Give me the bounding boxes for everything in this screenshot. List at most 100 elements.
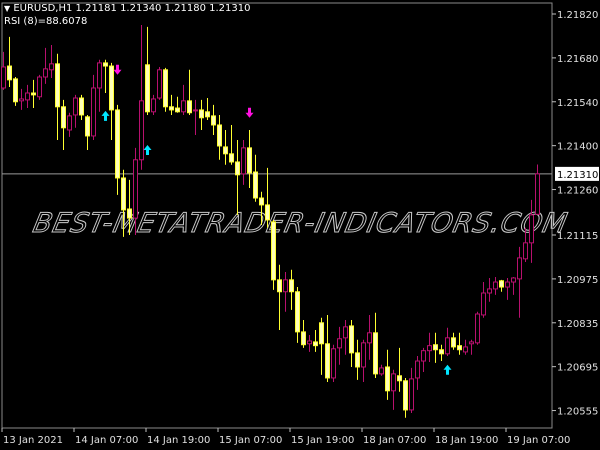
candle[interactable] <box>313 329 318 352</box>
candle[interactable] <box>487 277 492 302</box>
candle[interactable] <box>163 67 168 112</box>
plot-frame <box>1 2 553 429</box>
candle[interactable] <box>241 140 246 185</box>
candle[interactable] <box>445 327 450 357</box>
x-tick-label: 19 Jan 07:00 <box>507 435 570 446</box>
candle[interactable] <box>223 129 228 165</box>
candle[interactable] <box>271 219 276 290</box>
candle[interactable] <box>139 24 144 170</box>
candle-body <box>481 292 486 316</box>
candle[interactable] <box>31 79 36 109</box>
candle[interactable] <box>217 114 222 160</box>
candle[interactable] <box>397 347 402 392</box>
candle[interactable] <box>517 246 522 318</box>
candle[interactable] <box>85 114 90 151</box>
candle[interactable] <box>79 94 84 120</box>
candle[interactable] <box>205 98 210 120</box>
candle[interactable] <box>199 99 204 130</box>
candle[interactable] <box>181 84 186 115</box>
candle[interactable] <box>367 314 372 360</box>
candle[interactable] <box>19 88 24 110</box>
candle[interactable] <box>511 277 516 295</box>
candle[interactable] <box>319 317 324 375</box>
candle[interactable] <box>169 94 174 115</box>
candle[interactable] <box>529 199 534 263</box>
candle[interactable] <box>67 112 72 137</box>
y-tick-label: 1.20835 <box>557 319 598 330</box>
candle[interactable] <box>229 124 234 165</box>
candle[interactable] <box>97 59 102 112</box>
candle[interactable] <box>439 344 444 362</box>
candle[interactable] <box>1 51 6 90</box>
collapse-triangle-icon[interactable]: ▼ <box>4 4 11 13</box>
candle[interactable] <box>469 339 474 355</box>
candle[interactable] <box>37 74 42 100</box>
candle[interactable] <box>457 332 462 355</box>
candle[interactable] <box>463 339 468 355</box>
candle[interactable] <box>493 277 498 295</box>
candle[interactable] <box>211 104 216 136</box>
candle[interactable] <box>193 99 198 136</box>
candle-body <box>523 242 528 260</box>
candle[interactable] <box>109 62 114 141</box>
candle[interactable] <box>115 104 120 195</box>
candle[interactable] <box>175 96 180 113</box>
candle[interactable] <box>289 269 294 310</box>
candle[interactable] <box>451 332 456 350</box>
buy-arrow-icon <box>143 145 152 156</box>
candle[interactable] <box>499 279 504 292</box>
candle[interactable] <box>361 339 366 383</box>
candle[interactable] <box>151 94 156 115</box>
candle[interactable] <box>259 191 264 225</box>
candle[interactable] <box>523 227 528 262</box>
candle[interactable] <box>91 74 96 141</box>
candle[interactable] <box>13 77 18 106</box>
candle[interactable] <box>127 179 132 236</box>
candle[interactable] <box>301 319 306 348</box>
x-tick-label: 15 Jan 07:00 <box>219 435 282 446</box>
candle[interactable] <box>505 277 510 300</box>
candle[interactable] <box>331 344 336 383</box>
candle[interactable] <box>295 287 300 343</box>
candle[interactable] <box>373 312 378 378</box>
candle[interactable] <box>265 167 270 228</box>
candle[interactable] <box>427 332 432 362</box>
candle[interactable] <box>385 349 390 400</box>
candle[interactable] <box>61 99 66 151</box>
candle[interactable] <box>157 66 162 100</box>
candle[interactable] <box>481 282 486 318</box>
candle-body <box>493 281 498 290</box>
candle[interactable] <box>421 347 426 372</box>
candle[interactable] <box>43 47 48 84</box>
candle[interactable] <box>343 319 348 355</box>
candle[interactable] <box>247 129 252 188</box>
candle[interactable] <box>535 164 540 215</box>
candle[interactable] <box>235 140 240 215</box>
candle[interactable] <box>7 36 12 88</box>
candle[interactable] <box>403 377 408 418</box>
candle[interactable] <box>391 369 396 410</box>
candle[interactable] <box>145 26 150 115</box>
candle[interactable] <box>355 339 360 380</box>
candle[interactable] <box>73 94 78 128</box>
candle[interactable] <box>379 364 384 376</box>
candle[interactable] <box>433 332 438 363</box>
candle[interactable] <box>277 264 282 330</box>
candle[interactable] <box>55 53 60 141</box>
candle[interactable] <box>253 154 258 202</box>
candle[interactable] <box>121 169 126 237</box>
candle[interactable] <box>283 271 288 312</box>
candle[interactable] <box>409 367 414 414</box>
candle[interactable] <box>415 356 420 390</box>
candle[interactable] <box>325 314 330 383</box>
candle[interactable] <box>103 59 108 93</box>
candle[interactable] <box>475 311 480 345</box>
candle[interactable] <box>307 335 312 352</box>
candle[interactable] <box>337 326 342 365</box>
candle[interactable] <box>349 319 354 367</box>
candle[interactable] <box>49 45 54 78</box>
candle[interactable] <box>133 147 138 236</box>
candle[interactable] <box>187 69 192 115</box>
candle[interactable] <box>25 84 30 109</box>
